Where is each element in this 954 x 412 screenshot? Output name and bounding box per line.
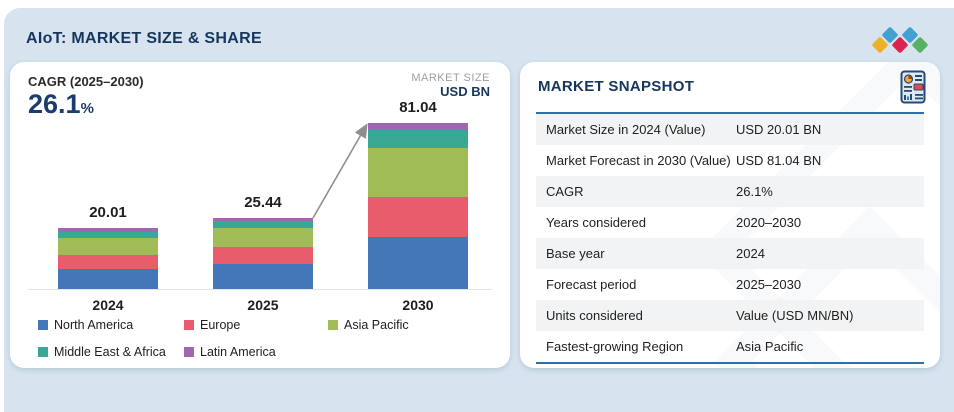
legend-swatch [38, 320, 48, 330]
bar-segment-europe [368, 197, 468, 238]
market-snapshot-card: MARKET SNAPSHOT Market Size in 2024 (Val… [520, 62, 940, 368]
bar-segment-latin-america [58, 228, 158, 233]
legend-label: Europe [200, 318, 241, 332]
bar-total-label: 81.04 [399, 99, 437, 116]
snapshot-title: MARKET SNAPSHOT [538, 78, 695, 95]
snapshot-row: Market Forecast in 2030 (Value) USD 81.04… [536, 145, 924, 176]
legend-item-middle-east-africa: Middle East & Africa [38, 345, 184, 359]
bar-segment-europe [58, 255, 158, 269]
axis-unit-note: MARKET SIZE USD BN [411, 72, 490, 99]
report-document-icon [900, 70, 926, 104]
legend-item-asia-pacific: Asia Pacific [328, 318, 409, 332]
snapshot-row-value: 26.1% [736, 184, 773, 199]
legend-item-latin-america: Latin America [184, 345, 328, 359]
snapshot-row: Base year 2024 [536, 238, 924, 269]
legend-label: Middle East & Africa [54, 345, 166, 359]
axis-note-usd-bn: USD BN [440, 84, 490, 99]
x-axis-tick-label: 2024 [92, 297, 124, 313]
legend-swatch [184, 347, 194, 357]
bar-segment-asia-pacific [58, 238, 158, 256]
stacked-bar-2030 [368, 123, 468, 289]
bar-segment-middle-east-africa [58, 232, 158, 239]
snapshot-row: Years considered 2020–2030 [536, 207, 924, 238]
snapshot-table: Market Size in 2024 (Value) USD 20.01 BN M… [536, 112, 924, 364]
snapshot-row: Fastest-growing Region Asia Pacific [536, 331, 924, 362]
snapshot-row-label: Fastest-growing Region [546, 339, 684, 354]
snapshot-row-value: Asia Pacific [736, 339, 804, 354]
bar-segment-north-america [58, 268, 158, 289]
legend-swatch [328, 320, 338, 330]
legend-swatch [38, 347, 48, 357]
cagr-label: CAGR (2025–2030) [28, 74, 144, 89]
bar-segment-latin-america [213, 218, 313, 222]
stacked-bar-chart: CAGR (2025–2030) 26.1% MARKET SIZE USD B… [10, 62, 510, 368]
bar-segment-middle-east-africa [213, 221, 313, 228]
x-axis-tick-label: 2030 [402, 297, 434, 313]
snapshot-row: Market Size in 2024 (Value) USD 20.01 BN [536, 114, 924, 145]
cagr-value: 26.1% [28, 89, 94, 120]
x-axis-tick-label: 2025 [247, 297, 279, 313]
snapshot-row-value: 2024 [736, 246, 765, 261]
bar-segment-latin-america [368, 123, 468, 131]
chart-legend: North America Europe Asia Pacific Middle Ea… [38, 318, 409, 359]
stacked-bar-2024 [58, 228, 158, 289]
snapshot-row-value: 2020–2030 [736, 215, 802, 230]
snapshot-row-label: Market Forecast in 2030 (Value) [546, 153, 731, 168]
snapshot-row-value: Value (USD MN/BN) [736, 308, 854, 323]
market-size-chart-card: CAGR (2025–2030) 26.1% MARKET SIZE USD B… [10, 62, 510, 368]
bar-segment-middle-east-africa [368, 130, 468, 148]
stacked-bar-2025 [213, 218, 313, 289]
legend-item-europe: Europe [184, 318, 328, 332]
snapshot-row: Units considered Value (USD MN/BN) [536, 300, 924, 331]
bar-segment-europe [213, 247, 313, 265]
bar-total-label: 20.01 [89, 204, 127, 221]
x-axis-baseline [28, 289, 492, 290]
cagr-percent-sign: % [80, 100, 94, 117]
background-panel: AIoT: MARKET SIZE & SHARE CAGR (2025–203… [4, 8, 954, 412]
bar-total-label: 25.44 [244, 194, 282, 211]
snapshot-row: CAGR 26.1% [536, 176, 924, 207]
snapshot-row-label: Base year [546, 246, 605, 261]
legend-label: Latin America [200, 345, 276, 359]
bar-segment-asia-pacific [213, 227, 313, 248]
snapshot-row-label: Forecast period [546, 277, 637, 292]
cagr-number: 26.1 [28, 89, 81, 119]
legend-swatch [184, 320, 194, 330]
brand-logo [871, 26, 929, 58]
bar-segment-north-america [368, 237, 468, 289]
bar-segment-asia-pacific [368, 147, 468, 198]
page-title: AIoT: MARKET SIZE & SHARE [26, 30, 262, 47]
snapshot-row-label: Years considered [546, 215, 646, 230]
snapshot-row: Forecast period 2025–2030 [536, 269, 924, 300]
axis-note-market-size: MARKET SIZE [411, 72, 490, 84]
snapshot-row-value: 2025–2030 [736, 277, 802, 292]
snapshot-row-label: CAGR [546, 184, 584, 199]
snapshot-row-value: USD 20.01 BN [736, 122, 822, 137]
bar-segment-north-america [213, 264, 313, 289]
snapshot-row-value: USD 81.04 BN [736, 153, 822, 168]
legend-item-north-america: North America [38, 318, 184, 332]
snapshot-row-label: Market Size in 2024 (Value) [546, 122, 706, 137]
snapshot-row-label: Units considered [546, 308, 643, 323]
legend-label: North America [54, 318, 134, 332]
legend-label: Asia Pacific [344, 318, 409, 332]
